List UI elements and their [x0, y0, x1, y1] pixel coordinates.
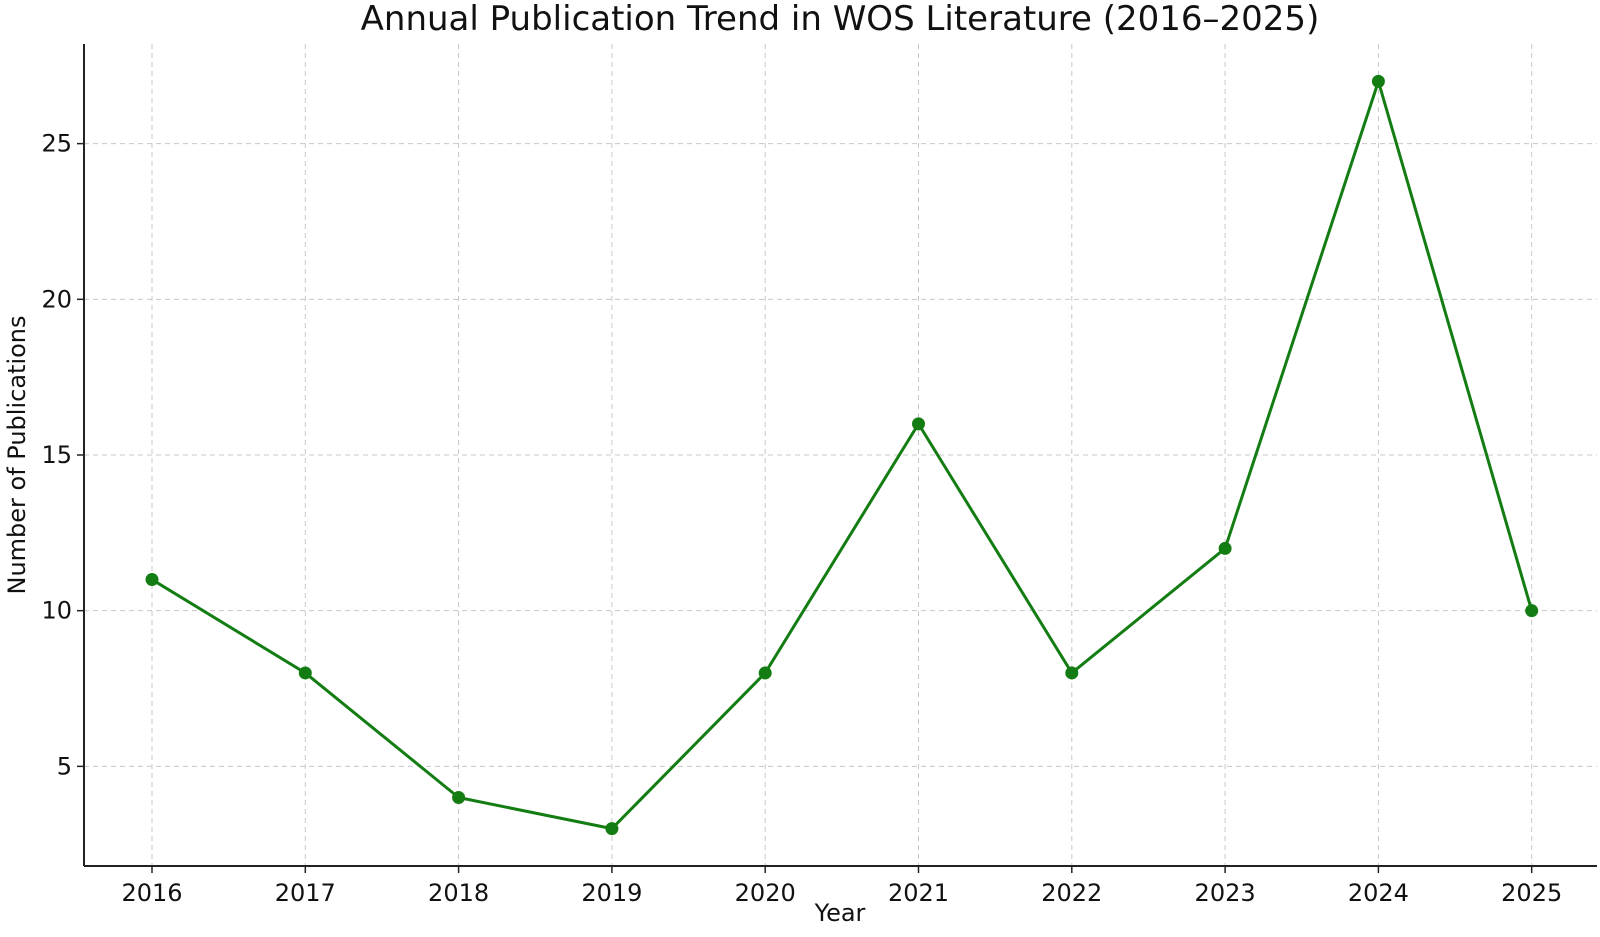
data-point-marker [758, 666, 772, 680]
x-tick-label: 2019 [581, 879, 642, 907]
x-tick-label: 2020 [735, 879, 796, 907]
data-point-marker [1525, 604, 1539, 618]
data-point-marker [145, 573, 159, 587]
x-tick-label: 2016 [121, 879, 182, 907]
y-tick-label: 25 [41, 130, 72, 158]
series-line [150, 79, 1534, 831]
data-point-marker [605, 822, 619, 836]
x-tick-label: 2023 [1195, 879, 1256, 907]
x-axis-title: Year [814, 899, 866, 927]
chart-title: Annual Publication Trend in WOS Literatu… [361, 0, 1320, 39]
x-tick-label: 2017 [275, 879, 336, 907]
x-tick-label: 2018 [428, 879, 489, 907]
y-tick-label: 5 [57, 752, 72, 780]
y-tick-label: 15 [41, 441, 72, 469]
y-axis-title: Number of Publications [3, 315, 31, 594]
x-tick-label: 2024 [1348, 879, 1409, 907]
y-tick-label: 10 [41, 597, 72, 625]
grid-lines [84, 44, 1597, 866]
x-tick-label: 2021 [888, 879, 949, 907]
x-tick-label: 2025 [1501, 879, 1562, 907]
data-point-marker [298, 666, 312, 680]
y-tick-label: 20 [41, 285, 72, 313]
data-point-marker [452, 791, 466, 804]
axis-ticks: 2016 2017 2018 2019 2020 2021 2022 2023 2024 2025… [41, 130, 1562, 907]
data-point-marker [1065, 666, 1079, 680]
data-point-marker [1371, 74, 1385, 88]
data-point-marker [912, 417, 925, 431]
x-tick-label: 2022 [1041, 879, 1102, 907]
data-point-marker [1218, 541, 1232, 555]
data-series [145, 74, 1539, 836]
